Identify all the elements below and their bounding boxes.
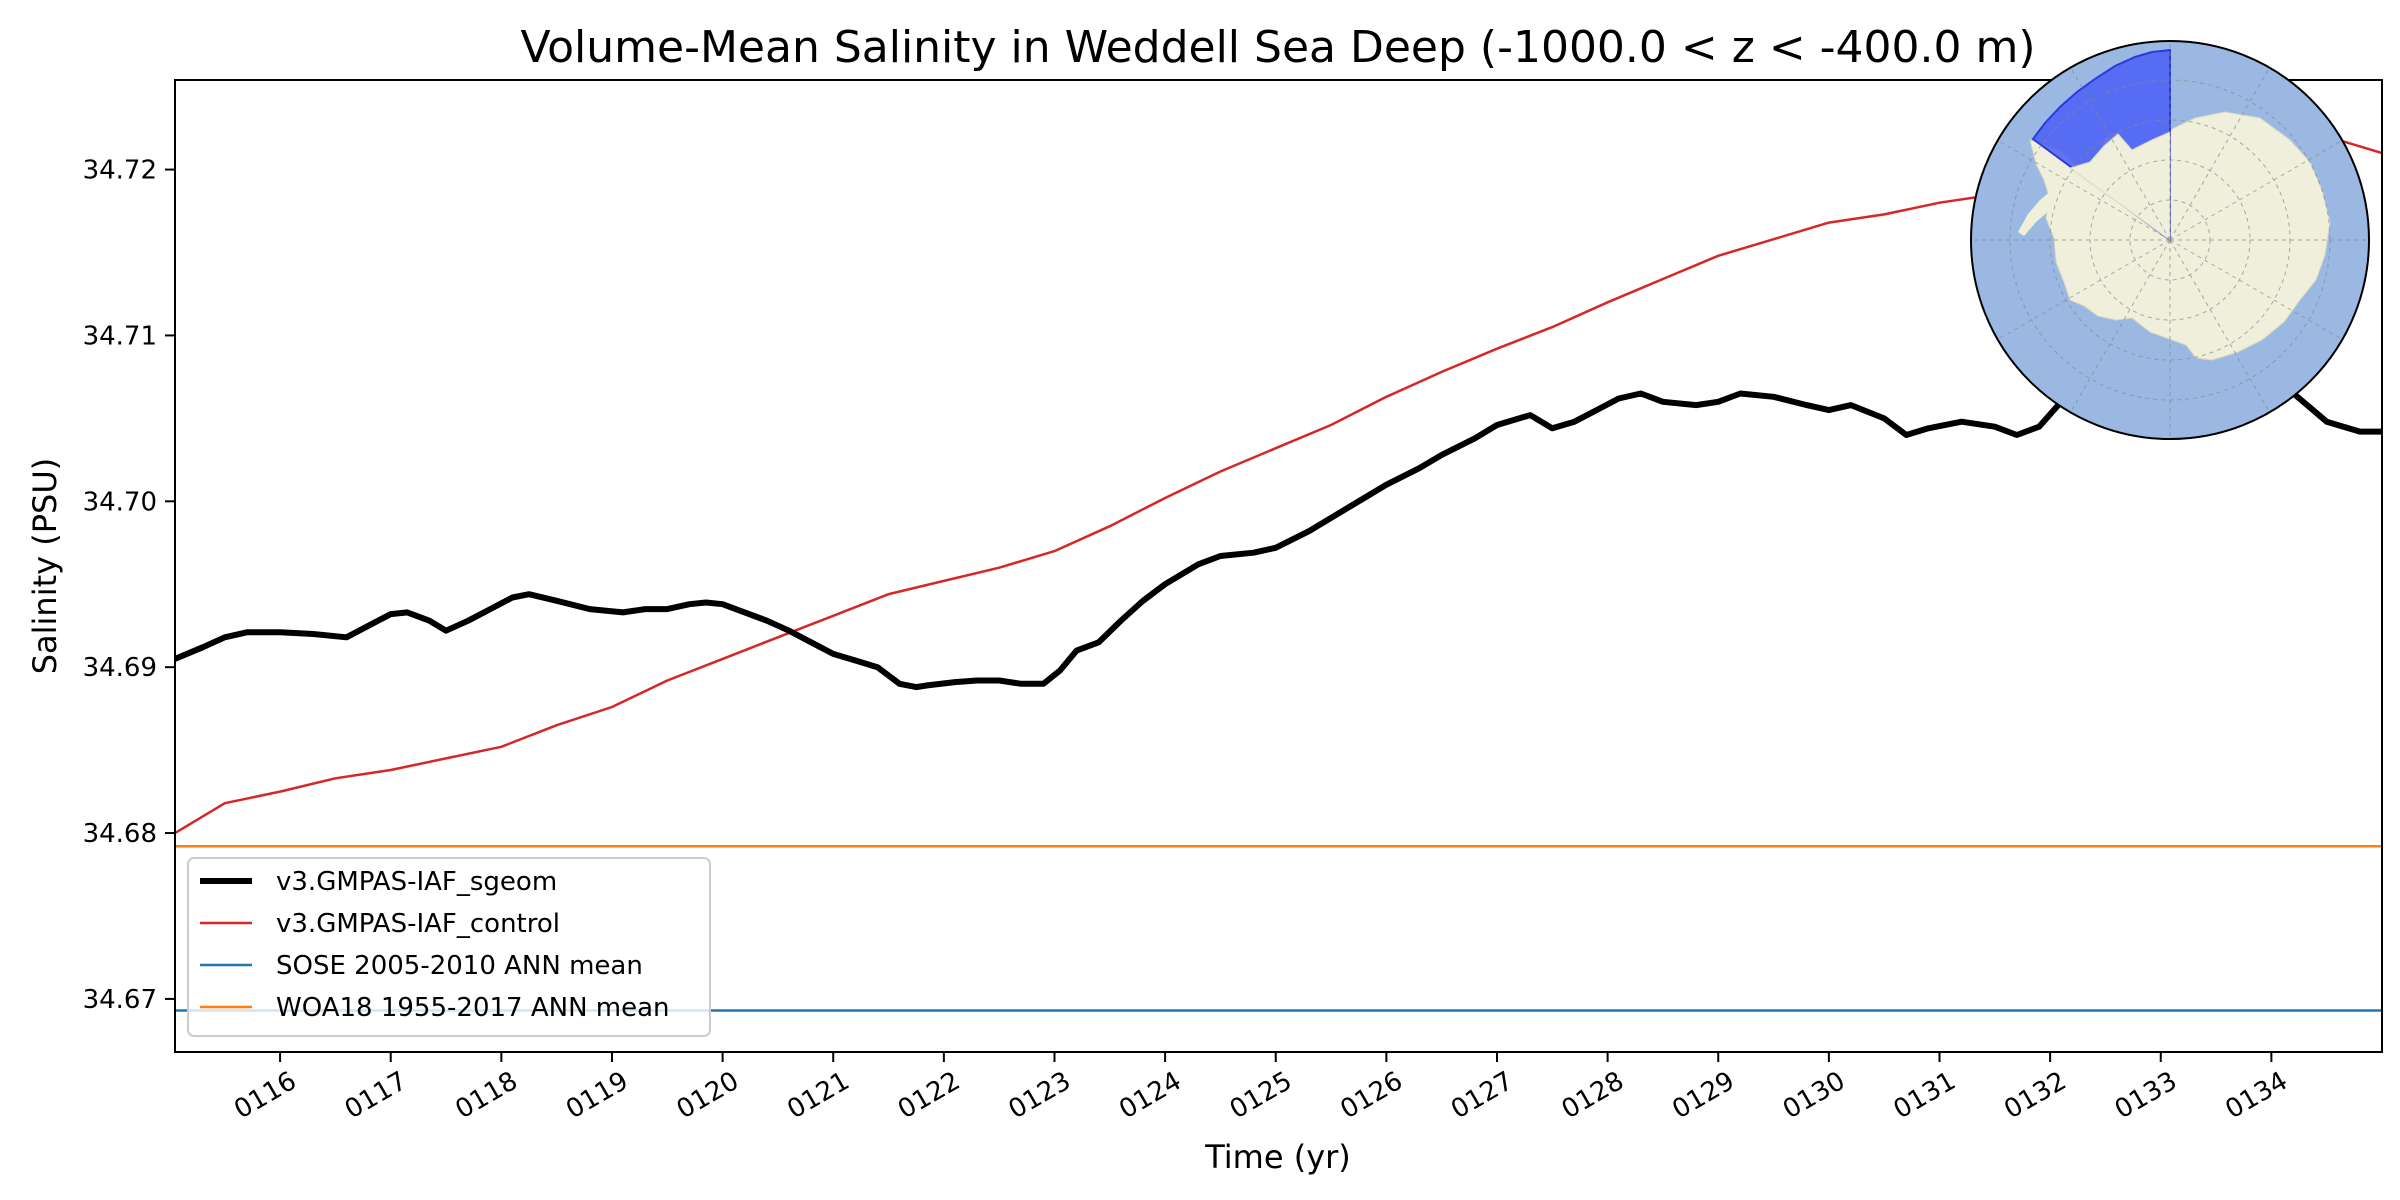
x-tick-label: 0121	[782, 1066, 854, 1125]
y-tick-label: 34.69	[83, 653, 157, 683]
x-tick-label: 0132	[1999, 1066, 2071, 1125]
chart-title: Volume-Mean Salinity in Weddell Sea Deep…	[520, 22, 2035, 73]
x-tick-label: 0123	[1004, 1066, 1076, 1125]
inset-map	[1970, 40, 2370, 440]
x-tick-label: 0128	[1557, 1066, 1629, 1125]
x-tick-label: 0118	[451, 1066, 523, 1125]
x-tick-label: 0119	[561, 1066, 633, 1125]
inset-border	[1970, 40, 2370, 440]
legend-box	[187, 857, 711, 1037]
legend-label: v3.GMPAS-IAF_sgeom	[276, 867, 557, 897]
antarctic-peninsula	[2018, 190, 2058, 236]
weddell-region-inner-mask	[2068, 131, 2171, 241]
x-tick-label: 0122	[893, 1066, 965, 1125]
legend-label: v3.GMPAS-IAF_control	[276, 909, 560, 939]
y-tick-label: 34.71	[83, 321, 157, 351]
y-axis-label: Salinity (PSU)	[26, 458, 64, 675]
y-tick-label: 34.70	[83, 487, 157, 517]
x-tick-label: 0130	[1778, 1066, 1850, 1125]
x-tick-label: 0134	[2221, 1066, 2293, 1125]
legend: v3.GMPAS-IAF_sgeom v3.GMPAS-IAF_control SO…	[187, 857, 711, 1037]
x-tick-label: 0129	[1667, 1066, 1739, 1125]
x-tick-label: 0125	[1225, 1066, 1297, 1125]
x-tick-label: 0126	[1336, 1066, 1408, 1125]
x-tick-label: 0116	[229, 1066, 301, 1125]
y-tick-label: 34.67	[83, 985, 157, 1015]
x-axis-label: Time (yr)	[1204, 1138, 1351, 1176]
x-tick-label: 0117	[340, 1066, 412, 1125]
x-tick-label: 0127	[1446, 1066, 1518, 1125]
x-tick-label: 0133	[2110, 1066, 2182, 1125]
y-tick-label: 34.68	[83, 819, 157, 849]
legend-label: WOA18 1955-2017 ANN mean	[276, 993, 670, 1023]
legend-label: SOSE 2005-2010 ANN mean	[276, 951, 643, 981]
plot-area	[174, 79, 2383, 1053]
graticule	[1971, 41, 2369, 439]
series-line-0	[175, 385, 2382, 691]
y-tick-label: 34.72	[83, 156, 157, 186]
x-tick-label: 0120	[672, 1066, 744, 1125]
x-tick-label: 0124	[1114, 1066, 1186, 1125]
x-tick-label: 0131	[1889, 1066, 1961, 1125]
